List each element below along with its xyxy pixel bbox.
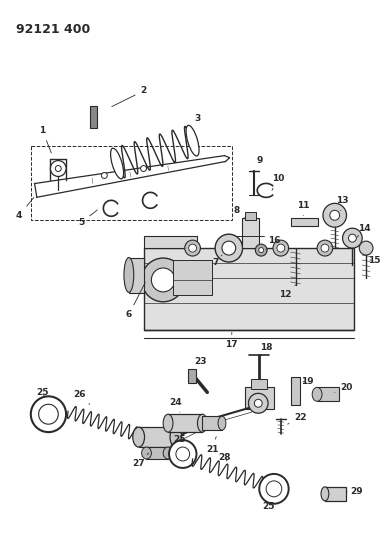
Text: 14: 14 xyxy=(357,224,371,237)
Ellipse shape xyxy=(321,487,329,501)
Text: 20: 20 xyxy=(335,383,353,392)
Text: 15: 15 xyxy=(368,255,380,264)
Circle shape xyxy=(330,211,340,220)
Bar xyxy=(244,387,274,409)
Ellipse shape xyxy=(124,257,134,293)
Ellipse shape xyxy=(142,447,151,459)
Circle shape xyxy=(31,397,66,432)
Circle shape xyxy=(222,241,236,255)
Circle shape xyxy=(176,447,189,461)
Bar xyxy=(90,106,97,128)
Text: 24: 24 xyxy=(170,398,182,412)
Circle shape xyxy=(185,240,201,256)
Ellipse shape xyxy=(163,414,173,432)
Circle shape xyxy=(228,244,236,252)
Text: 5: 5 xyxy=(79,210,97,227)
Circle shape xyxy=(141,166,146,172)
Text: 28: 28 xyxy=(219,453,231,462)
Ellipse shape xyxy=(170,427,182,447)
Ellipse shape xyxy=(186,125,199,156)
Circle shape xyxy=(317,240,333,256)
Circle shape xyxy=(254,399,262,407)
Circle shape xyxy=(343,228,362,248)
Bar xyxy=(168,414,202,432)
Circle shape xyxy=(189,244,196,252)
Text: 7: 7 xyxy=(212,255,222,266)
Text: 10: 10 xyxy=(272,174,284,190)
Circle shape xyxy=(169,440,196,468)
Bar xyxy=(244,212,256,220)
Bar xyxy=(291,377,300,405)
Circle shape xyxy=(321,244,329,252)
Text: 19: 19 xyxy=(301,377,314,386)
Circle shape xyxy=(323,203,346,227)
Bar xyxy=(241,218,259,248)
Text: 29: 29 xyxy=(346,487,363,496)
Text: 11: 11 xyxy=(297,201,309,215)
Circle shape xyxy=(55,166,61,172)
Bar xyxy=(291,218,318,226)
Circle shape xyxy=(266,481,282,497)
Text: 25: 25 xyxy=(173,434,186,443)
Bar xyxy=(317,387,339,401)
Text: 23: 23 xyxy=(194,357,207,374)
Circle shape xyxy=(50,160,66,176)
Text: 6: 6 xyxy=(126,282,145,319)
Bar xyxy=(202,416,222,430)
Text: 13: 13 xyxy=(336,196,349,211)
Circle shape xyxy=(151,268,175,292)
Text: 4: 4 xyxy=(16,198,34,220)
Bar xyxy=(139,427,176,447)
Bar xyxy=(251,379,267,389)
Circle shape xyxy=(142,258,185,302)
Text: 25: 25 xyxy=(36,388,49,397)
Circle shape xyxy=(248,393,268,413)
Text: 21: 21 xyxy=(206,437,219,454)
Bar xyxy=(31,146,232,220)
Circle shape xyxy=(224,240,240,256)
Text: 26: 26 xyxy=(74,390,90,405)
Circle shape xyxy=(101,173,107,179)
Text: 27: 27 xyxy=(132,453,149,469)
Bar xyxy=(173,260,212,295)
Text: 17: 17 xyxy=(225,333,238,349)
Circle shape xyxy=(215,234,243,262)
Circle shape xyxy=(39,404,58,424)
Bar xyxy=(144,248,354,330)
Bar xyxy=(188,369,196,383)
Ellipse shape xyxy=(312,387,322,401)
Text: 22: 22 xyxy=(288,413,307,424)
Ellipse shape xyxy=(218,416,226,430)
Ellipse shape xyxy=(163,447,173,459)
Text: 3: 3 xyxy=(189,114,201,136)
Circle shape xyxy=(259,248,264,253)
Circle shape xyxy=(277,244,285,252)
Text: 92121 400: 92121 400 xyxy=(16,23,91,36)
Bar xyxy=(129,258,144,293)
Ellipse shape xyxy=(197,414,207,432)
Circle shape xyxy=(273,240,289,256)
Text: 25: 25 xyxy=(262,502,274,511)
Text: 2: 2 xyxy=(112,86,147,107)
Bar xyxy=(325,487,346,501)
Circle shape xyxy=(348,234,356,242)
Circle shape xyxy=(255,244,267,256)
Circle shape xyxy=(259,474,289,504)
Text: 18: 18 xyxy=(260,343,272,356)
Bar xyxy=(146,447,168,459)
Text: 1: 1 xyxy=(39,126,51,153)
Text: 12: 12 xyxy=(280,285,296,300)
Ellipse shape xyxy=(133,427,144,447)
Bar xyxy=(144,236,197,248)
Text: 9: 9 xyxy=(254,156,262,171)
Circle shape xyxy=(359,241,373,255)
Text: 16: 16 xyxy=(266,236,280,250)
Text: 8: 8 xyxy=(233,206,245,219)
Ellipse shape xyxy=(110,148,123,179)
